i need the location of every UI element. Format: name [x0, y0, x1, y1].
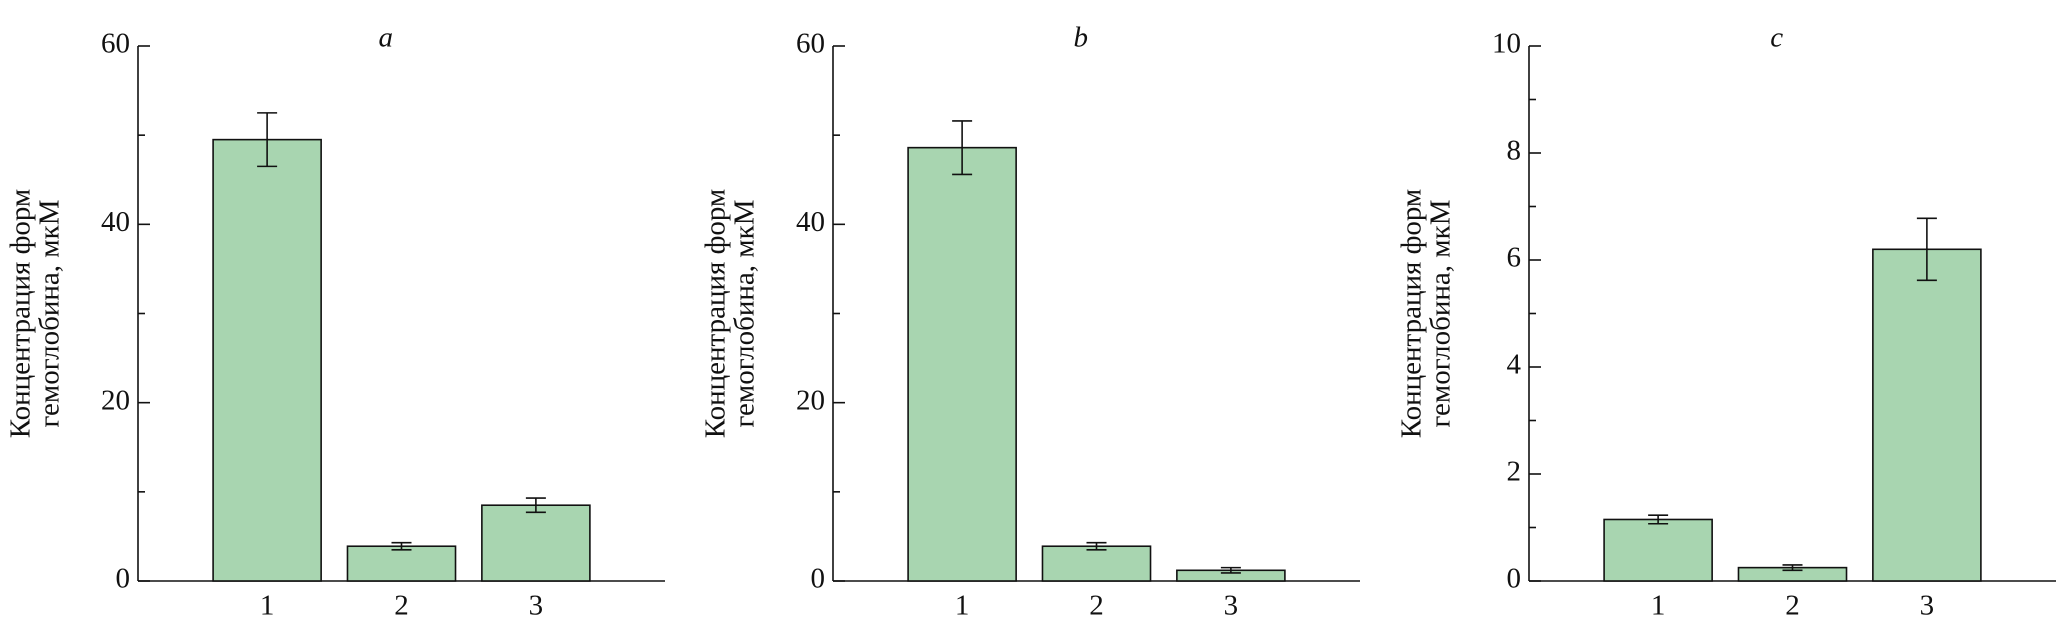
- x-tick-label: 3: [1224, 590, 1239, 622]
- chart-title: a: [378, 22, 393, 54]
- y-tick-label: 40: [101, 206, 130, 238]
- error-bar: [1648, 514, 1669, 525]
- y-tick-label: 6: [1507, 242, 1522, 274]
- y-axis-label: Концентрация форм: [700, 189, 732, 439]
- x-tick-label: 2: [394, 590, 409, 622]
- error-bar: [1220, 566, 1241, 574]
- bar: [346, 545, 457, 582]
- y-axis-label: гемоглобина, мкМ: [729, 199, 761, 427]
- y-tick-label: 2: [1507, 456, 1522, 488]
- x-tick-label: 2: [1089, 590, 1104, 622]
- x-tick-label: 1: [1651, 590, 1666, 622]
- y-axis-label: гемоглобина, мкМ: [1425, 199, 1457, 427]
- bar: [1603, 518, 1713, 582]
- y-tick-label: 0: [811, 563, 826, 595]
- bar: [1041, 545, 1152, 582]
- y-tick-label: 40: [796, 206, 825, 238]
- error-bar: [1086, 541, 1107, 551]
- chart-title: b: [1073, 22, 1088, 54]
- bar: [1872, 248, 1982, 582]
- y-tick-label: 20: [796, 384, 825, 416]
- y-axis-label: гемоглобина, мкМ: [34, 199, 66, 427]
- x-tick-label: 2: [1785, 590, 1800, 622]
- y-tick-label: 0: [116, 563, 131, 595]
- error-bar: [1916, 217, 1937, 282]
- y-axis-label: Концентрация форм: [5, 189, 37, 439]
- y-tick-label: 60: [796, 28, 825, 60]
- y-tick-label: 60: [101, 28, 130, 60]
- y-tick-label: 10: [1492, 28, 1521, 60]
- x-tick-label: 3: [529, 590, 544, 622]
- y-axis-label: Концентрация форм: [1396, 189, 1428, 439]
- bar: [907, 146, 1017, 582]
- y-tick-label: 20: [101, 384, 130, 416]
- error-bar: [952, 120, 973, 176]
- x-tick-label: 1: [955, 590, 970, 622]
- y-tick-label: 0: [1507, 563, 1522, 595]
- bar: [212, 138, 322, 582]
- chart-title: c: [1770, 22, 1783, 54]
- bar: [481, 504, 591, 582]
- error-bar: [1782, 564, 1803, 572]
- error-bar: [525, 497, 546, 514]
- x-tick-label: 1: [260, 590, 275, 622]
- y-tick-label: 8: [1507, 135, 1522, 167]
- error-bar: [257, 112, 278, 168]
- y-tick-label: 4: [1507, 349, 1522, 381]
- x-tick-label: 3: [1920, 590, 1935, 622]
- error-bar: [391, 541, 412, 551]
